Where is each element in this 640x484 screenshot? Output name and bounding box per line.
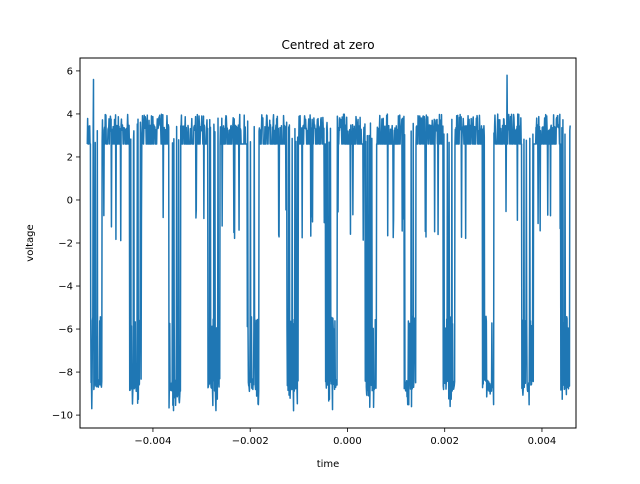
y-tick-label: −6	[58, 325, 73, 336]
y-axis-label: voltage	[25, 224, 36, 261]
y-tick-label: 6	[67, 66, 73, 77]
chart-title: Centred at zero	[281, 38, 374, 52]
voltage-series-line	[86, 74, 571, 412]
x-tick-label: −0.004	[134, 436, 171, 447]
y-tick-label: 4	[67, 109, 73, 120]
x-tick-label: 0.002	[430, 436, 459, 447]
y-tick-label: −8	[58, 368, 73, 379]
x-axis-label: time	[317, 459, 340, 470]
x-tick-label: 0.000	[333, 436, 362, 447]
x-axis-ticks: −0.004 −0.002 0.000 0.002 0.004	[134, 428, 556, 447]
y-tick-label: 2	[67, 152, 73, 163]
y-tick-label: −2	[58, 239, 73, 250]
y-tick-label: −4	[58, 282, 73, 293]
y-tick-label: −10	[52, 411, 73, 422]
y-axis-ticks: −10 −8 −6 −4 −2 0 2 4 6	[52, 66, 80, 422]
x-tick-label: −0.002	[232, 436, 269, 447]
x-tick-label: 0.004	[528, 436, 557, 447]
y-tick-label: 0	[67, 195, 73, 206]
plot-area	[86, 74, 571, 412]
